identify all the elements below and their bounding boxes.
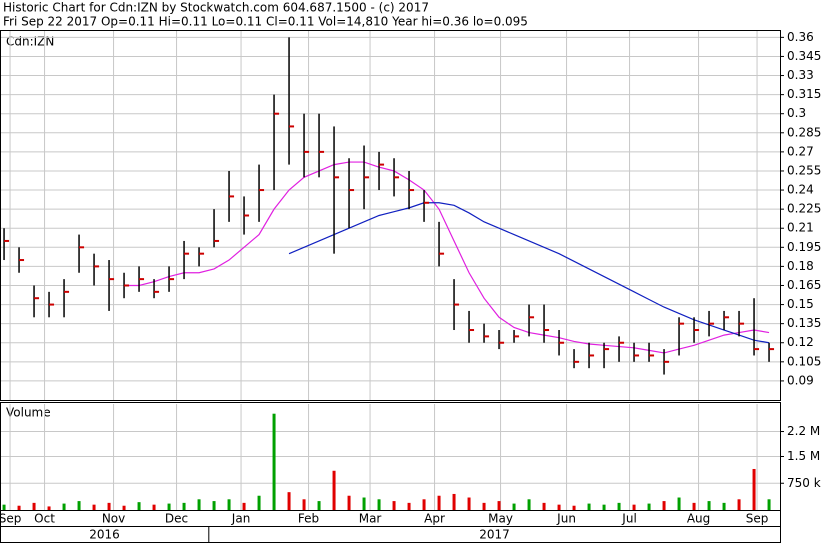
year-label: 2017 (479, 528, 510, 542)
y-tick-label: 0.15 (787, 297, 814, 311)
volume-bar (767, 499, 771, 510)
volume-bar (347, 495, 351, 510)
y-tick-label: 750 k (787, 476, 821, 490)
x-tick-label: Jul (621, 512, 636, 526)
volume-bar (242, 502, 246, 510)
volume-bar (167, 503, 171, 510)
y-tick-label: 2.2 M (787, 424, 820, 438)
volume-bar (62, 503, 66, 510)
volume-bar (92, 504, 96, 510)
y-tick-label: 0.105 (787, 354, 821, 368)
volume-bar (572, 505, 576, 510)
volume-bar (272, 413, 276, 510)
volume-bar (692, 502, 696, 510)
volume-bar (512, 503, 516, 510)
volume-bar (737, 499, 741, 510)
x-tick-label: Nov (102, 512, 125, 526)
volume-bar (452, 493, 456, 510)
x-tick-label: Feb (298, 512, 319, 526)
volume-bar (497, 501, 501, 510)
volume-bar (332, 470, 336, 510)
y-tick-label: 0.225 (787, 202, 821, 216)
y-tick-label: 0.285 (787, 125, 821, 139)
y-tick-label: 0.36 (787, 30, 814, 44)
chart-title: Historic Chart for Cdn:IZN by Stockwatch… (3, 1, 429, 15)
volume-bar (377, 499, 381, 510)
x-tick-label: Oct (34, 512, 55, 526)
y-tick-label: 0.345 (787, 49, 821, 63)
x-tick-label: Jan (231, 512, 251, 526)
year-label: 2016 (89, 528, 120, 542)
x-tick-label: Dec (165, 512, 188, 526)
moving-average (124, 161, 770, 354)
volume-bar (557, 504, 561, 510)
y-tick-label: 0.18 (787, 259, 814, 273)
y-tick-label: 0.09 (787, 373, 814, 387)
y-tick-label: 0.21 (787, 221, 814, 235)
x-tick-label: Jun (556, 512, 576, 526)
volume-bar (662, 501, 666, 510)
x-tick-label: Sep (746, 512, 769, 526)
volume-bar (212, 501, 216, 510)
volume-bar (77, 501, 81, 510)
volume-bar (722, 502, 726, 510)
y-tick-label: 0.195 (787, 240, 821, 254)
volume-bar (422, 499, 426, 510)
volume-bar (752, 468, 756, 510)
volume-bar (407, 502, 411, 510)
volume-bar (467, 497, 471, 510)
volume-bar (707, 501, 711, 510)
y-tick-label: 0.12 (787, 335, 814, 349)
chart-subtitle: Fri Sep 22 2017 Op=0.11 Hi=0.11 Lo=0.11 … (3, 15, 528, 29)
y-tick-label: 0.165 (787, 278, 821, 292)
volume-bar (602, 504, 606, 510)
volume-bar (482, 502, 486, 510)
volume-bar (362, 497, 366, 510)
volume-bar (197, 499, 201, 510)
volume-bar (257, 495, 261, 510)
x-tick-label: May (488, 512, 513, 526)
volume-bar (302, 499, 306, 510)
volume-bar (107, 502, 111, 510)
y-tick-label: 0.315 (787, 87, 821, 101)
volume-bar (47, 506, 51, 510)
volume-bar (527, 499, 531, 510)
y-tick-label: 0.27 (787, 144, 814, 158)
volume-bar (32, 502, 36, 510)
volume-bar (587, 503, 591, 510)
y-tick-label: 0.24 (787, 183, 814, 197)
moving-average (288, 202, 770, 344)
volume-bar (227, 499, 231, 510)
x-tick-label: Sep (0, 512, 21, 526)
volume-bar (182, 502, 186, 510)
y-tick-label: 0.33 (787, 68, 814, 82)
volume-bar (392, 501, 396, 510)
volume-bar (287, 492, 291, 510)
volume-bar (437, 495, 441, 510)
volume-bar (17, 505, 21, 510)
price-panel (0, 30, 781, 401)
volume-bar (647, 503, 651, 510)
x-tick-label: Mar (359, 512, 382, 526)
volume-bar (632, 504, 636, 510)
x-tick-label: Apr (424, 512, 445, 526)
volume-bar (2, 504, 6, 510)
volume-bar (122, 505, 126, 510)
symbol-label: Cdn:IZN (6, 35, 54, 49)
volume-bar (677, 497, 681, 510)
volume-bar (137, 502, 141, 510)
x-tick-label: Aug (687, 512, 710, 526)
y-tick-label: 0.3 (787, 106, 806, 120)
y-tick-label: 0.255 (787, 163, 821, 177)
y-tick-label: 0.135 (787, 316, 821, 330)
volume-bar (317, 501, 321, 510)
volume-bar (152, 504, 156, 510)
y-tick-label: 1.5 M (787, 449, 820, 463)
volume-label: Volume (6, 406, 51, 420)
volume-bar (617, 502, 621, 510)
volume-bar (542, 502, 546, 510)
